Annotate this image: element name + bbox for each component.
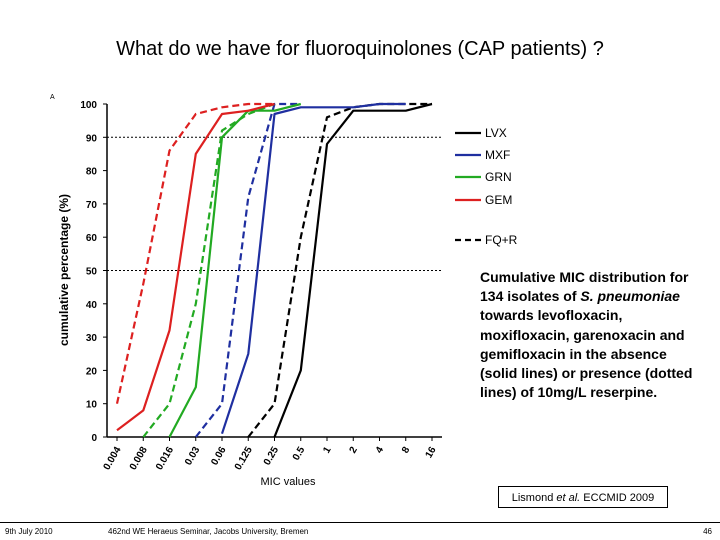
series-line-mxf-solid xyxy=(220,102,406,435)
x-tick-label: 0.004 xyxy=(102,445,124,473)
citation-box: Lismond et al. ECCMID 2009 xyxy=(498,486,668,508)
x-axis-label: MIC values xyxy=(260,476,316,488)
y-tick-label: 60 xyxy=(86,233,98,244)
y-tick-label: 40 xyxy=(86,300,98,311)
y-tick-label: 70 xyxy=(86,200,98,211)
figure-caption: Cumulative MIC distribution for 134 isol… xyxy=(480,269,693,401)
x-tick-label: 0.25 xyxy=(262,445,281,468)
x-tick-label: 0.016 xyxy=(154,445,176,473)
slide-title: What do we have for fluoroquinolones (CA… xyxy=(116,38,604,60)
y-tick-label: 20 xyxy=(86,366,98,377)
y-tick-label: 80 xyxy=(86,167,98,178)
series-line-gem-solid xyxy=(116,102,275,432)
x-tick-label: 8 xyxy=(400,445,413,456)
series-line-lvx-solid xyxy=(273,102,433,438)
x-tick-label: 0.03 xyxy=(183,445,202,468)
series-line-mxf-dashed xyxy=(194,102,301,438)
legend-label: LVX xyxy=(485,126,507,140)
footer-divider xyxy=(0,522,720,523)
x-tick-label: 0.5 xyxy=(291,445,308,463)
y-tick-label: 100 xyxy=(80,100,97,111)
x-tick-label: 0.008 xyxy=(128,445,150,473)
x-tick-label: 4 xyxy=(374,445,387,456)
x-tick-label: 16 xyxy=(424,445,439,461)
legend-label: MXF xyxy=(485,148,510,162)
legend-label: GRN xyxy=(485,170,512,184)
x-tick-label: 2 xyxy=(348,445,361,456)
y-tick-label: 50 xyxy=(86,267,98,278)
y-axis-label: cumulative percentage (%) xyxy=(57,194,71,346)
y-tick-label: 0 xyxy=(91,433,97,444)
y-tick-label: 30 xyxy=(86,333,98,344)
x-tick-label: 1 xyxy=(321,445,334,456)
series-line-grn-solid xyxy=(168,102,302,438)
footer-date: 9th July 2010 xyxy=(5,527,53,536)
y-tick-label: 10 xyxy=(86,400,98,411)
footer-event: 462nd WE Heraeus Seminar, Jacobs Univers… xyxy=(108,527,309,536)
panel-label: A xyxy=(50,94,55,101)
x-tick-label: 0.06 xyxy=(209,445,228,468)
footer-page-number: 46 xyxy=(703,527,712,536)
series-line-gem-dashed xyxy=(115,102,275,404)
series-line-grn-dashed xyxy=(142,102,275,438)
x-tick-label: 0.125 xyxy=(233,445,255,473)
y-tick-label: 90 xyxy=(86,133,98,144)
legend-label: FQ+R xyxy=(485,233,518,247)
mic-chart: A cumulative percentage (%) MIC values 0… xyxy=(50,94,518,488)
legend-label: GEM xyxy=(485,193,512,207)
